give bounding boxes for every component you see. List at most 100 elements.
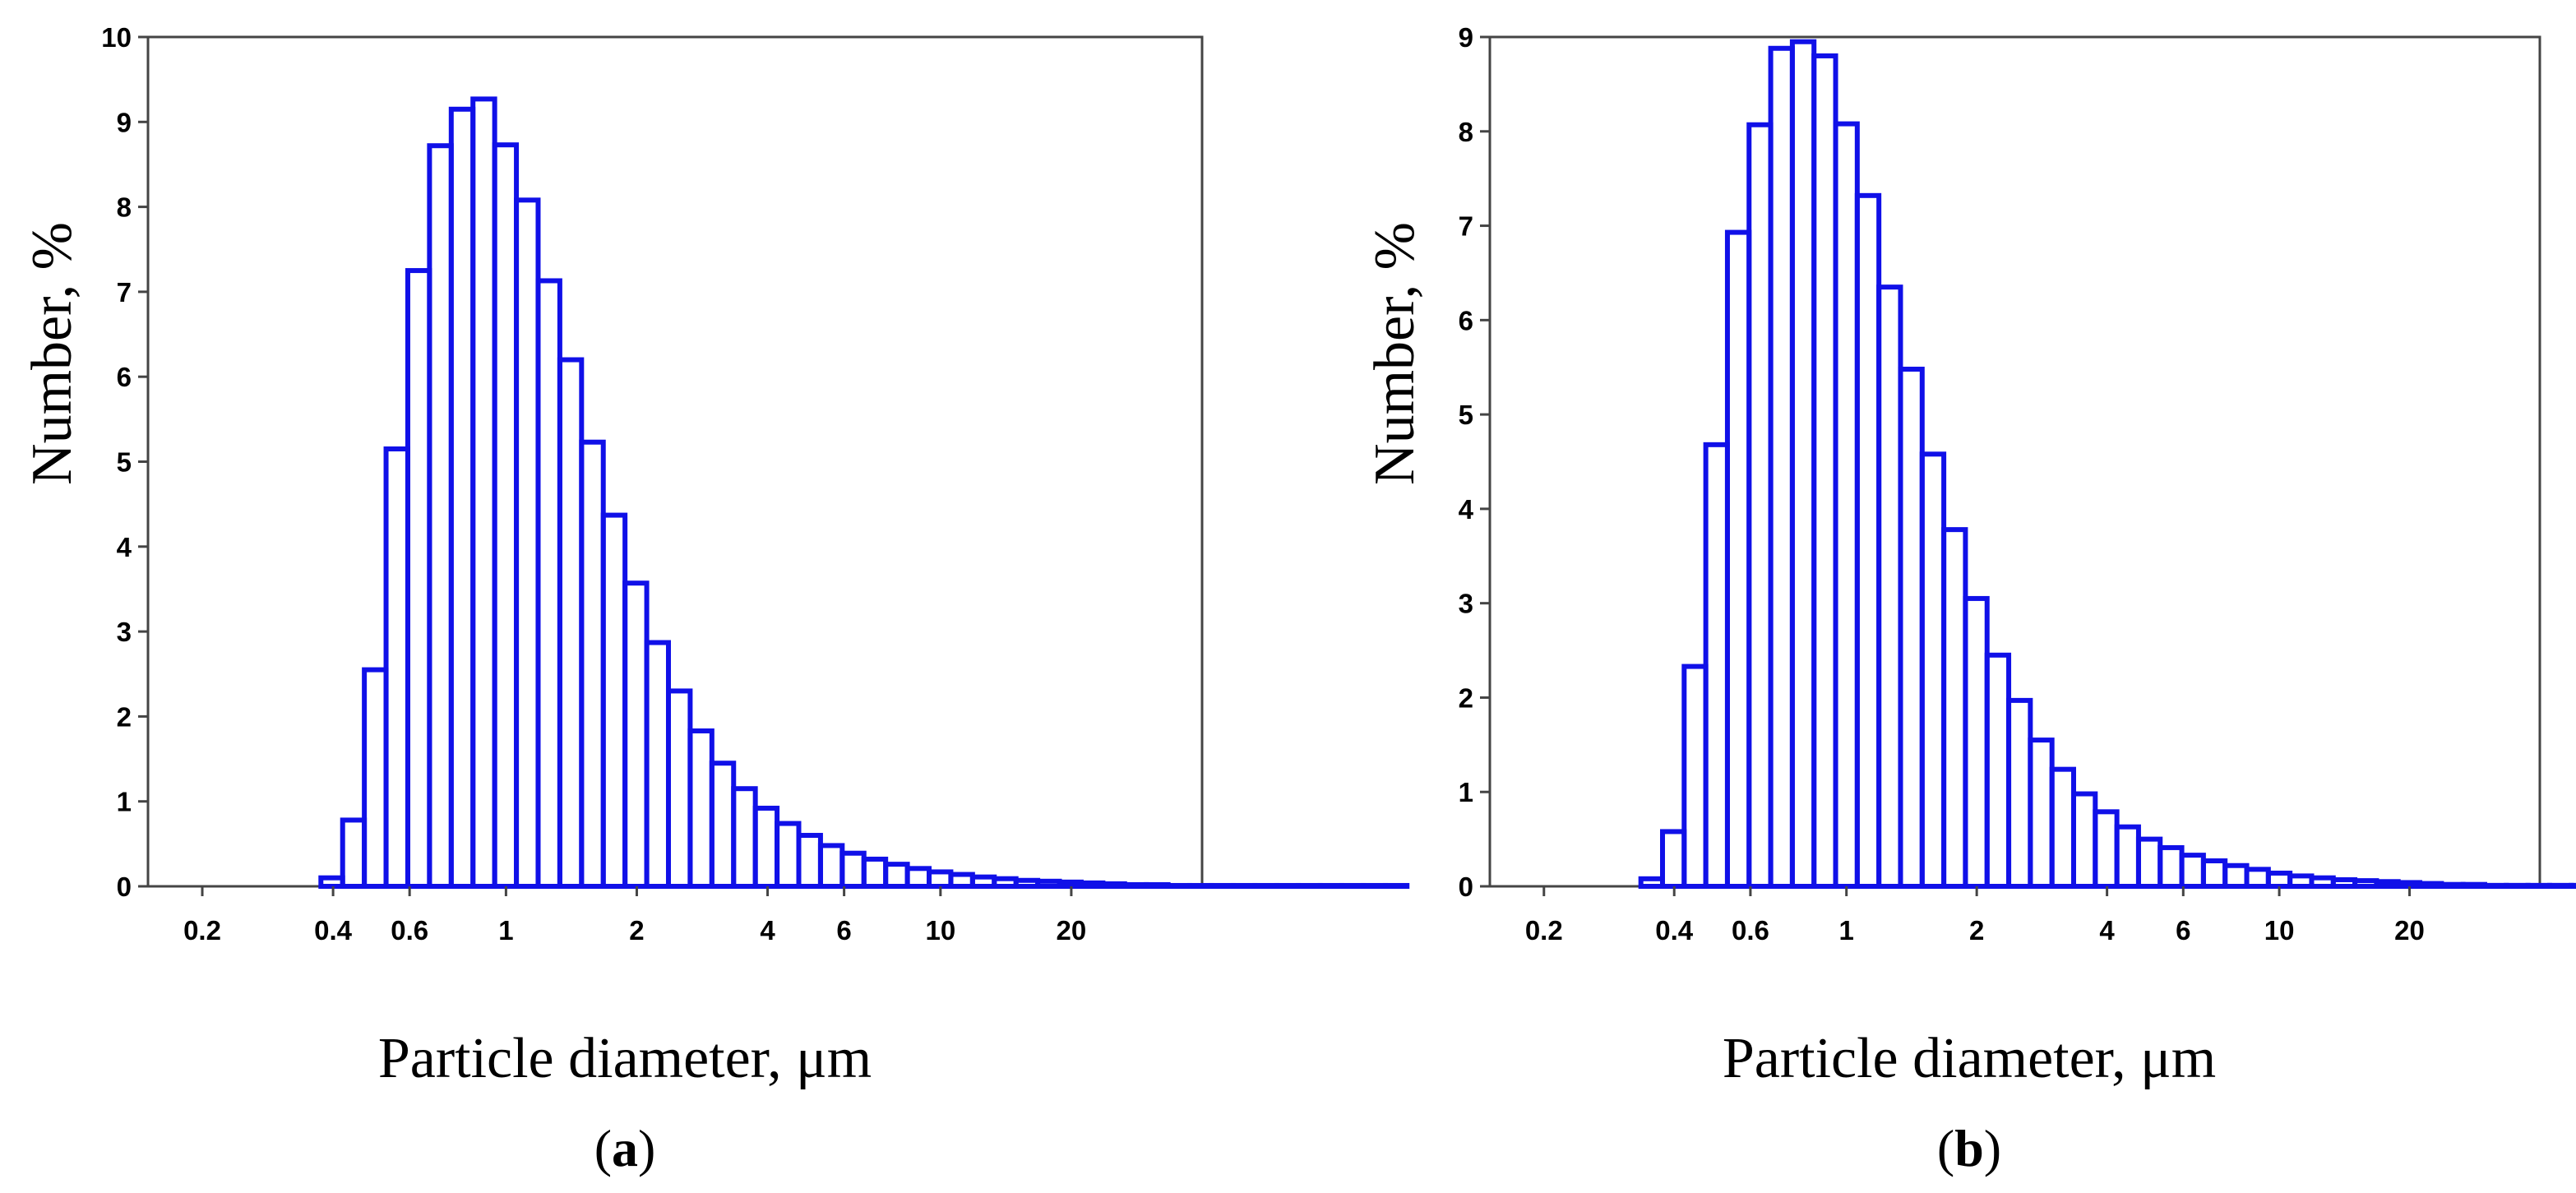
histogram-bar — [1035, 878, 1062, 890]
histogram-bar — [709, 761, 737, 890]
histogram-bar — [1078, 880, 1106, 890]
y-tick-label: 7 — [117, 277, 132, 307]
histogram-bar — [470, 96, 497, 889]
histogram-bar — [796, 833, 823, 890]
histogram-bar — [948, 872, 975, 889]
histogram-bar — [904, 866, 932, 890]
panel-label-close: ) — [638, 1119, 655, 1177]
histogram-bar — [2200, 858, 2228, 890]
panel-a: 0 1 2 3 4 5 6 7 8 9 10 0.2 0.4 0.6 1 2 4 6 10 20 Particle di… — [21, 22, 1410, 1177]
x-axis-title: Particle diameter, μm — [1723, 1027, 2216, 1090]
y-tick-label: 1 — [1459, 777, 1473, 807]
y-tick-label: 2 — [117, 701, 132, 732]
x-tick-label: 4 — [2099, 915, 2115, 946]
histogram-bar — [1919, 451, 1947, 889]
histogram-bar — [1811, 53, 1838, 889]
histogram-bar — [927, 869, 954, 889]
histogram-bar — [2157, 844, 2185, 890]
histogram-bar — [2352, 878, 2379, 889]
y-axis: 0 1 2 3 4 5 6 7 8 9 10 — [101, 22, 148, 902]
histogram-bar — [1638, 876, 1666, 889]
histogram-bar — [405, 268, 432, 889]
y-tick-label: 4 — [1459, 494, 1474, 525]
x-axis: 0.2 0.4 0.6 1 2 4 6 10 20 — [1525, 886, 2425, 946]
y-tick-label: 5 — [117, 447, 132, 478]
y-tick-label: 8 — [1459, 117, 1473, 147]
histogram-bar — [1746, 122, 1774, 889]
histogram-bar — [492, 142, 520, 890]
histogram-bar — [1660, 829, 1687, 890]
y-tick-label: 0 — [117, 872, 132, 902]
y-tick-label: 3 — [117, 617, 132, 647]
histogram-bar — [644, 640, 671, 889]
x-tick-label: 0.4 — [1655, 915, 1694, 946]
histogram-bar — [2222, 862, 2250, 890]
histogram-bar — [2287, 873, 2315, 889]
histogram-bar — [817, 843, 845, 890]
histogram-bar — [1898, 367, 1925, 890]
histogram-bar — [1681, 664, 1709, 889]
histogram-bar — [383, 446, 410, 889]
panel-label-open: ( — [594, 1119, 612, 1177]
histogram-bar — [1833, 121, 1860, 889]
histogram-bar — [883, 862, 910, 889]
x-axis: 0.2 0.4 0.6 1 2 4 6 10 20 — [183, 886, 1086, 946]
histogram-bar — [1768, 45, 1795, 890]
x-tick-label: 0.4 — [314, 915, 353, 946]
histogram-bar — [2114, 824, 2141, 889]
y-tick-label: 6 — [1459, 305, 1473, 335]
histogram-bar — [2460, 881, 2487, 890]
histogram-bar — [362, 667, 389, 890]
histogram-bar — [579, 439, 606, 889]
y-tick-label: 5 — [1459, 400, 1473, 430]
histogram-bar — [731, 786, 758, 890]
y-axis-title: Number, % — [21, 222, 84, 485]
histogram-bar — [2330, 876, 2358, 890]
x-axis-title: Particle diameter, μm — [378, 1027, 872, 1090]
bars — [1638, 39, 2576, 890]
histogram-bar — [2395, 880, 2423, 890]
histogram-bar — [2070, 791, 2098, 889]
y-tick-label: 3 — [1459, 589, 1473, 619]
histogram-bar — [665, 688, 693, 889]
y-tick-label: 6 — [117, 362, 132, 392]
x-tick-label: 6 — [836, 915, 851, 946]
histogram-bar — [340, 817, 368, 890]
panel-label: (b) — [1937, 1119, 2001, 1177]
y-tick-label: 4 — [117, 532, 132, 562]
histogram-bar — [2244, 867, 2271, 889]
histogram-bar — [1941, 527, 1968, 889]
histogram-bar — [1100, 881, 1127, 890]
histogram-bar — [2417, 881, 2444, 889]
histogram-bar — [2006, 697, 2033, 889]
x-tick-label: 10 — [2264, 915, 2295, 946]
histogram-bar — [839, 850, 867, 890]
histogram-bar — [2049, 766, 2076, 889]
histogram-bar — [775, 821, 802, 889]
histogram-bar — [427, 143, 454, 889]
histogram-bar — [1876, 284, 1903, 889]
x-tick-label: 0.6 — [1732, 915, 1769, 946]
plot-frame — [1488, 35, 2541, 888]
histogram-bar — [687, 728, 715, 889]
histogram-bar — [1013, 877, 1041, 890]
x-tick-label: 1 — [1839, 915, 1854, 946]
x-tick-label: 6 — [2176, 915, 2190, 946]
y-tick-label: 2 — [1459, 682, 1473, 713]
panel-b: 0 1 2 3 4 5 6 7 8 9 0.2 0.4 0.6 1 2 4 6 10 20 Particle diam… — [1363, 22, 2576, 1177]
x-tick-label: 20 — [2394, 915, 2425, 946]
histogram-bar — [861, 856, 889, 889]
histogram-bar — [600, 512, 628, 889]
histogram-bar — [1984, 652, 2012, 889]
x-tick-label: 0.2 — [183, 915, 221, 946]
bars — [318, 96, 1410, 890]
histogram-bar — [2439, 881, 2466, 890]
histogram-bar — [2309, 875, 2336, 890]
histogram-bar — [1724, 229, 1752, 889]
y-tick-label: 10 — [101, 22, 132, 53]
x-tick-label: 20 — [1057, 915, 1087, 946]
histogram-bar — [1963, 595, 1990, 890]
y-tick-label: 0 — [1459, 872, 1473, 902]
y-axis-title: Number, % — [1363, 222, 1427, 485]
